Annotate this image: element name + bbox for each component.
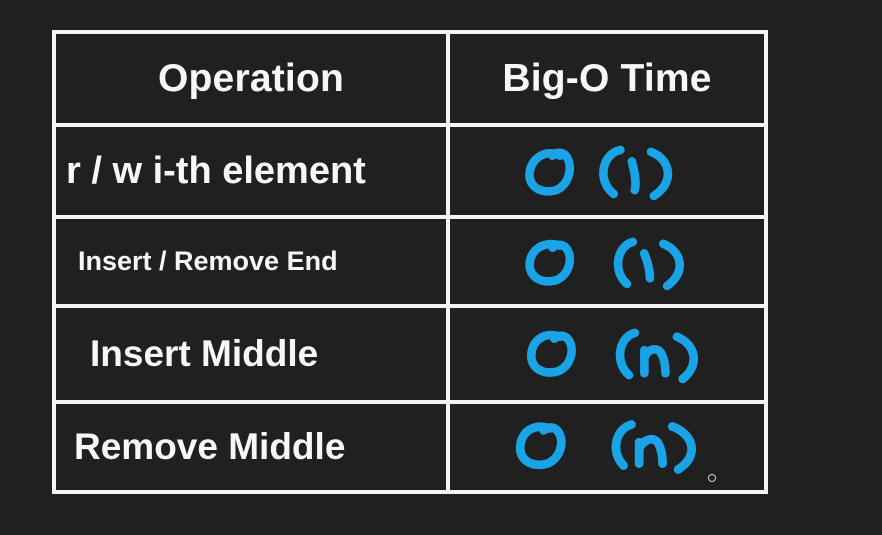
row-2-operation: Insert / Remove End [56, 219, 450, 308]
row-3-complexity [450, 308, 764, 404]
row-3-operation: Insert Middle [56, 308, 450, 404]
header-big-o-time: Big-O Time [450, 34, 764, 127]
complexity-table: Operation Big-O Time r / w i-th element … [52, 30, 768, 494]
row-1-operation: r / w i-th element [56, 127, 450, 219]
row-4-complexity [450, 404, 764, 490]
row-2-complexity [450, 219, 764, 308]
pointer-cursor [708, 474, 716, 482]
row-4-operation: Remove Middle [56, 404, 450, 490]
handwritten-o-4 [515, 420, 696, 474]
row-1-complexity [450, 127, 764, 219]
handwritten-o-2 [525, 237, 684, 291]
header-operation: Operation [56, 34, 450, 127]
handwritten-o-3 [526, 328, 698, 384]
handwritten-o-1 [525, 145, 673, 201]
